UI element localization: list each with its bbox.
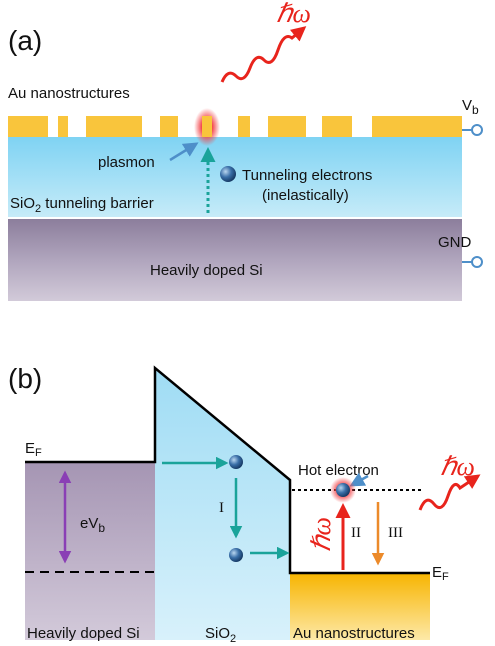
diagram: (a) ℏω Au nanostructures Vb GND plasmon … bbox=[0, 0, 495, 646]
inelastic-label: (inelastically) bbox=[262, 187, 349, 204]
panel-label: (a) bbox=[8, 25, 42, 56]
au-particle bbox=[202, 116, 212, 137]
electron bbox=[229, 455, 243, 469]
electron bbox=[229, 548, 243, 562]
si-layer bbox=[8, 219, 462, 301]
photon-wave bbox=[420, 476, 478, 510]
vb-label: Vb bbox=[462, 97, 479, 117]
terminal bbox=[472, 125, 482, 135]
panel-label: (b) bbox=[8, 363, 42, 394]
au-strip bbox=[8, 116, 462, 137]
au-label: Au nanostructures bbox=[293, 625, 415, 642]
page: (a) ℏω Au nanostructures Vb GND plasmon … bbox=[0, 0, 495, 646]
step-label: I bbox=[219, 500, 224, 516]
electron bbox=[336, 483, 350, 497]
electron bbox=[220, 166, 236, 182]
ef-right: EF bbox=[432, 564, 449, 583]
step-label: III bbox=[388, 525, 403, 541]
tunneling-label: Tunneling electrons bbox=[242, 167, 372, 184]
terminal bbox=[472, 257, 482, 267]
plasmon-label: plasmon bbox=[98, 154, 155, 171]
photon-up-label: ℏω bbox=[307, 517, 336, 552]
si-block bbox=[25, 462, 155, 640]
ef-left: EF bbox=[25, 440, 42, 459]
photon-label: ℏω bbox=[276, 0, 311, 28]
photon-wave bbox=[222, 28, 304, 82]
gnd-label: GND bbox=[438, 234, 472, 251]
si-label: Heavily doped Si bbox=[27, 625, 140, 642]
step-label: II bbox=[351, 525, 361, 541]
si-label: Heavily doped Si bbox=[150, 262, 263, 279]
au-label: Au nanostructures bbox=[8, 85, 130, 102]
photon-out-label: ℏω bbox=[440, 452, 475, 481]
